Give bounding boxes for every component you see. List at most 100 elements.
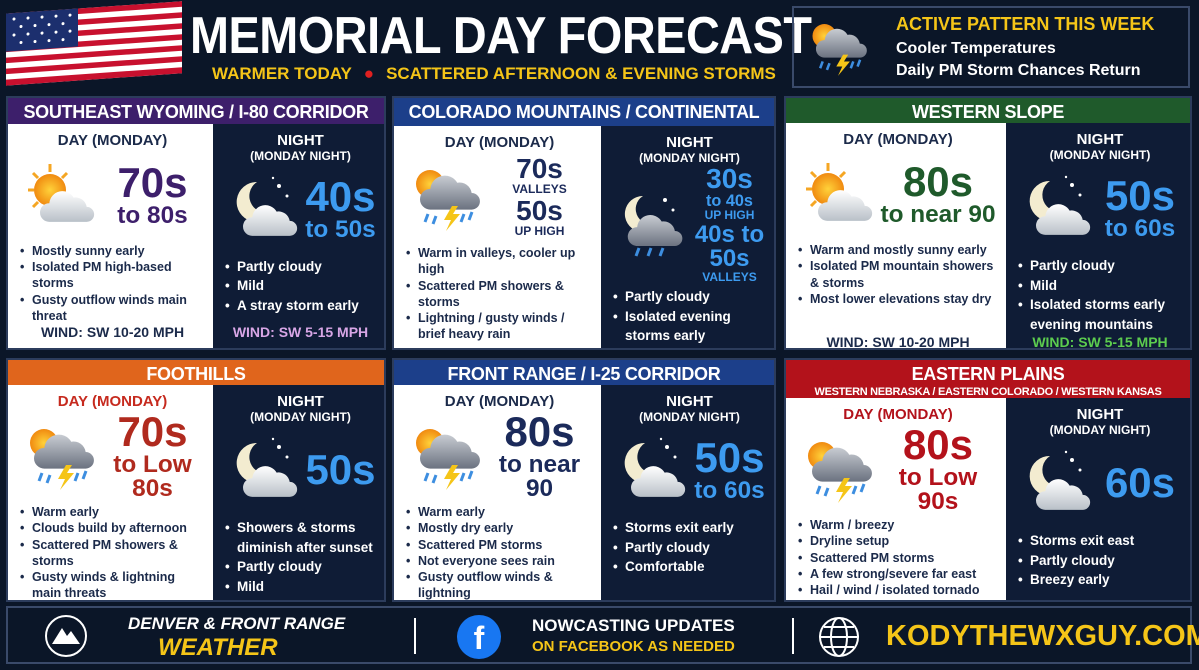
night-column: NIGHT (MONDAY NIGHT) 30s to 40s UP HIGH 40s t…: [601, 126, 774, 348]
bullet: Scattered PM showers & storms: [20, 537, 205, 570]
pattern-line: Daily PM Storm Chances Return: [896, 62, 1141, 79]
bullet: Dryline setup: [798, 533, 998, 550]
temps: 60s: [1098, 462, 1182, 504]
temps: 70s VALLEYS 50s UP HIGH: [486, 155, 593, 239]
bullet-list: Warm earlyMostly dry earlyScattered PM s…: [406, 504, 593, 600]
panel-title: FOOTHILLS: [146, 364, 246, 384]
bullet: Isolated evening storms early: [613, 307, 766, 346]
bullet: Scattered PM storms: [406, 537, 593, 554]
panel-header: COLORADO MOUNTAINS / CONTINENTAL DIVIDE: [394, 98, 774, 143]
panel-header: FOOTHILLS: [8, 360, 384, 385]
bullet: Scattered PM storms: [798, 550, 998, 567]
temps: 40s to 50s: [305, 175, 376, 242]
bullet: Isolated PM mountain showers & storms: [798, 258, 998, 291]
temp-line: UP HIGH: [704, 208, 755, 223]
temp-line: 70s: [516, 153, 563, 184]
subtitle-part: SCATTERED AFTERNOON & EVENING STORMS: [386, 64, 776, 83]
weather-icon: [613, 435, 693, 505]
temps: 50s: [305, 449, 376, 491]
night-label: NIGHT: [1076, 131, 1124, 148]
weather-icon: [20, 421, 100, 491]
temps: 80s to near 90: [878, 157, 998, 227]
wind: WIND: SW 5-15 MPH: [225, 602, 376, 603]
bullet: Partly cloudy: [613, 287, 766, 307]
night-label: NIGHT: [277, 393, 324, 410]
flag: [6, 1, 182, 86]
panel-title: SOUTHEAST WYOMING / I-80 CORRIDOR: [23, 102, 369, 122]
wind: WIND: SW 10-20 MPH: [20, 602, 205, 603]
weather-icon: [20, 160, 100, 230]
temp-line: VALLEYS: [512, 182, 567, 196]
temp-row: 80s to near 90: [406, 410, 593, 502]
temp-line: to near 90: [498, 450, 581, 502]
temp-line: 50s: [1104, 171, 1176, 219]
weather-icon: [225, 174, 305, 244]
temp-line: to 60s: [1104, 214, 1176, 242]
brand-weather: WEATHER: [158, 634, 278, 661]
bullet: Showers & storms diminish after sunset: [225, 518, 376, 557]
bullet: Storms exit east: [1018, 531, 1182, 551]
bullet-list: Mostly sunny earlyIsolated PM high-based…: [20, 243, 205, 324]
night-label: NIGHT: [666, 393, 713, 410]
temp-line: 50s: [694, 433, 765, 481]
temp-row: 80s to Low 90s: [798, 423, 998, 515]
subtitle-part: WARMER TODAY: [212, 64, 352, 83]
storm-icon: [804, 16, 872, 78]
weather-icon: [406, 421, 486, 491]
forecast-panel: COLORADO MOUNTAINS / CONTINENTAL DIVIDED…: [392, 96, 776, 350]
wind: WIND: SW 15-25 MPH: [798, 598, 998, 600]
day-label: DAY (MONDAY): [843, 406, 953, 423]
bullet: Gusty outflow winds main threat: [20, 292, 205, 325]
panel-title: EASTERN PLAINS: [911, 364, 1065, 384]
bullet: Mild: [225, 577, 376, 597]
weather-icon: [1018, 448, 1098, 518]
wind: WIND: SW 10-20 MPH: [40, 324, 185, 340]
wind: WIND: SW 5-15 MPH: [613, 602, 766, 603]
facebook-icon[interactable]: f: [456, 614, 502, 660]
bullet: Cooler: [613, 346, 766, 348]
wind: WIND: SW 10-20 MPH: [1018, 598, 1182, 600]
bullet: Mostly dry early: [406, 520, 593, 537]
night-column: NIGHT(MONDAY NIGHT) 50s Showers & storms d…: [213, 385, 384, 603]
divider: [792, 618, 794, 654]
temp-line: VALLEYS: [702, 270, 757, 285]
panel-title: FRONT RANGE / I-25 CORRIDOR: [447, 364, 721, 384]
temp-line: to Low 90s: [898, 463, 978, 515]
bullet: Warm / breezy: [798, 517, 998, 534]
website[interactable]: KODYTHEWXGUY.COM: [886, 620, 1199, 652]
bullet: Isolated PM high-based storms: [20, 259, 205, 292]
bullet: Storms exit early: [613, 518, 766, 538]
bullet: Partly cloudy: [1018, 551, 1182, 571]
bullet-list: Showers & storms diminish after sunsetPa…: [225, 518, 376, 596]
temp-line: to 40s: [706, 192, 753, 210]
panel-header: EASTERN PLAINS WESTERN NEBRASKA / EASTERN…: [786, 360, 1190, 398]
bullet: Mild: [1018, 276, 1182, 296]
title: MEMORIAL DAY FORECAST: [190, 7, 812, 65]
temp-line: 80s: [902, 157, 974, 205]
bullet-list: Partly cloudyMildIsolated storms early e…: [1018, 256, 1182, 334]
wind: WIND: SW 10-20 MPH: [826, 334, 970, 350]
forecast-panel: EASTERN PLAINS WESTERN NEBRASKA / EASTERN…: [784, 358, 1192, 602]
bullet-list: Partly cloudyIsolated evening storms ear…: [613, 287, 766, 348]
separator-dot: ●: [363, 64, 375, 83]
temp-row: 60s: [1018, 437, 1182, 529]
forecast-panel: SOUTHEAST WYOMING / I-80 CORRIDOR DAY (MO…: [6, 96, 386, 350]
bullet: Gusty outflow winds & lightning: [406, 569, 593, 600]
night-label: NIGHT: [1076, 406, 1124, 423]
night-sublabel: (MONDAY NIGHT): [1049, 423, 1151, 437]
bullet: Mostly sunny early: [20, 243, 205, 260]
bullet: Most lower elevations stay dry: [798, 291, 998, 308]
night-sublabel: (MONDAY NIGHT): [1049, 148, 1151, 162]
